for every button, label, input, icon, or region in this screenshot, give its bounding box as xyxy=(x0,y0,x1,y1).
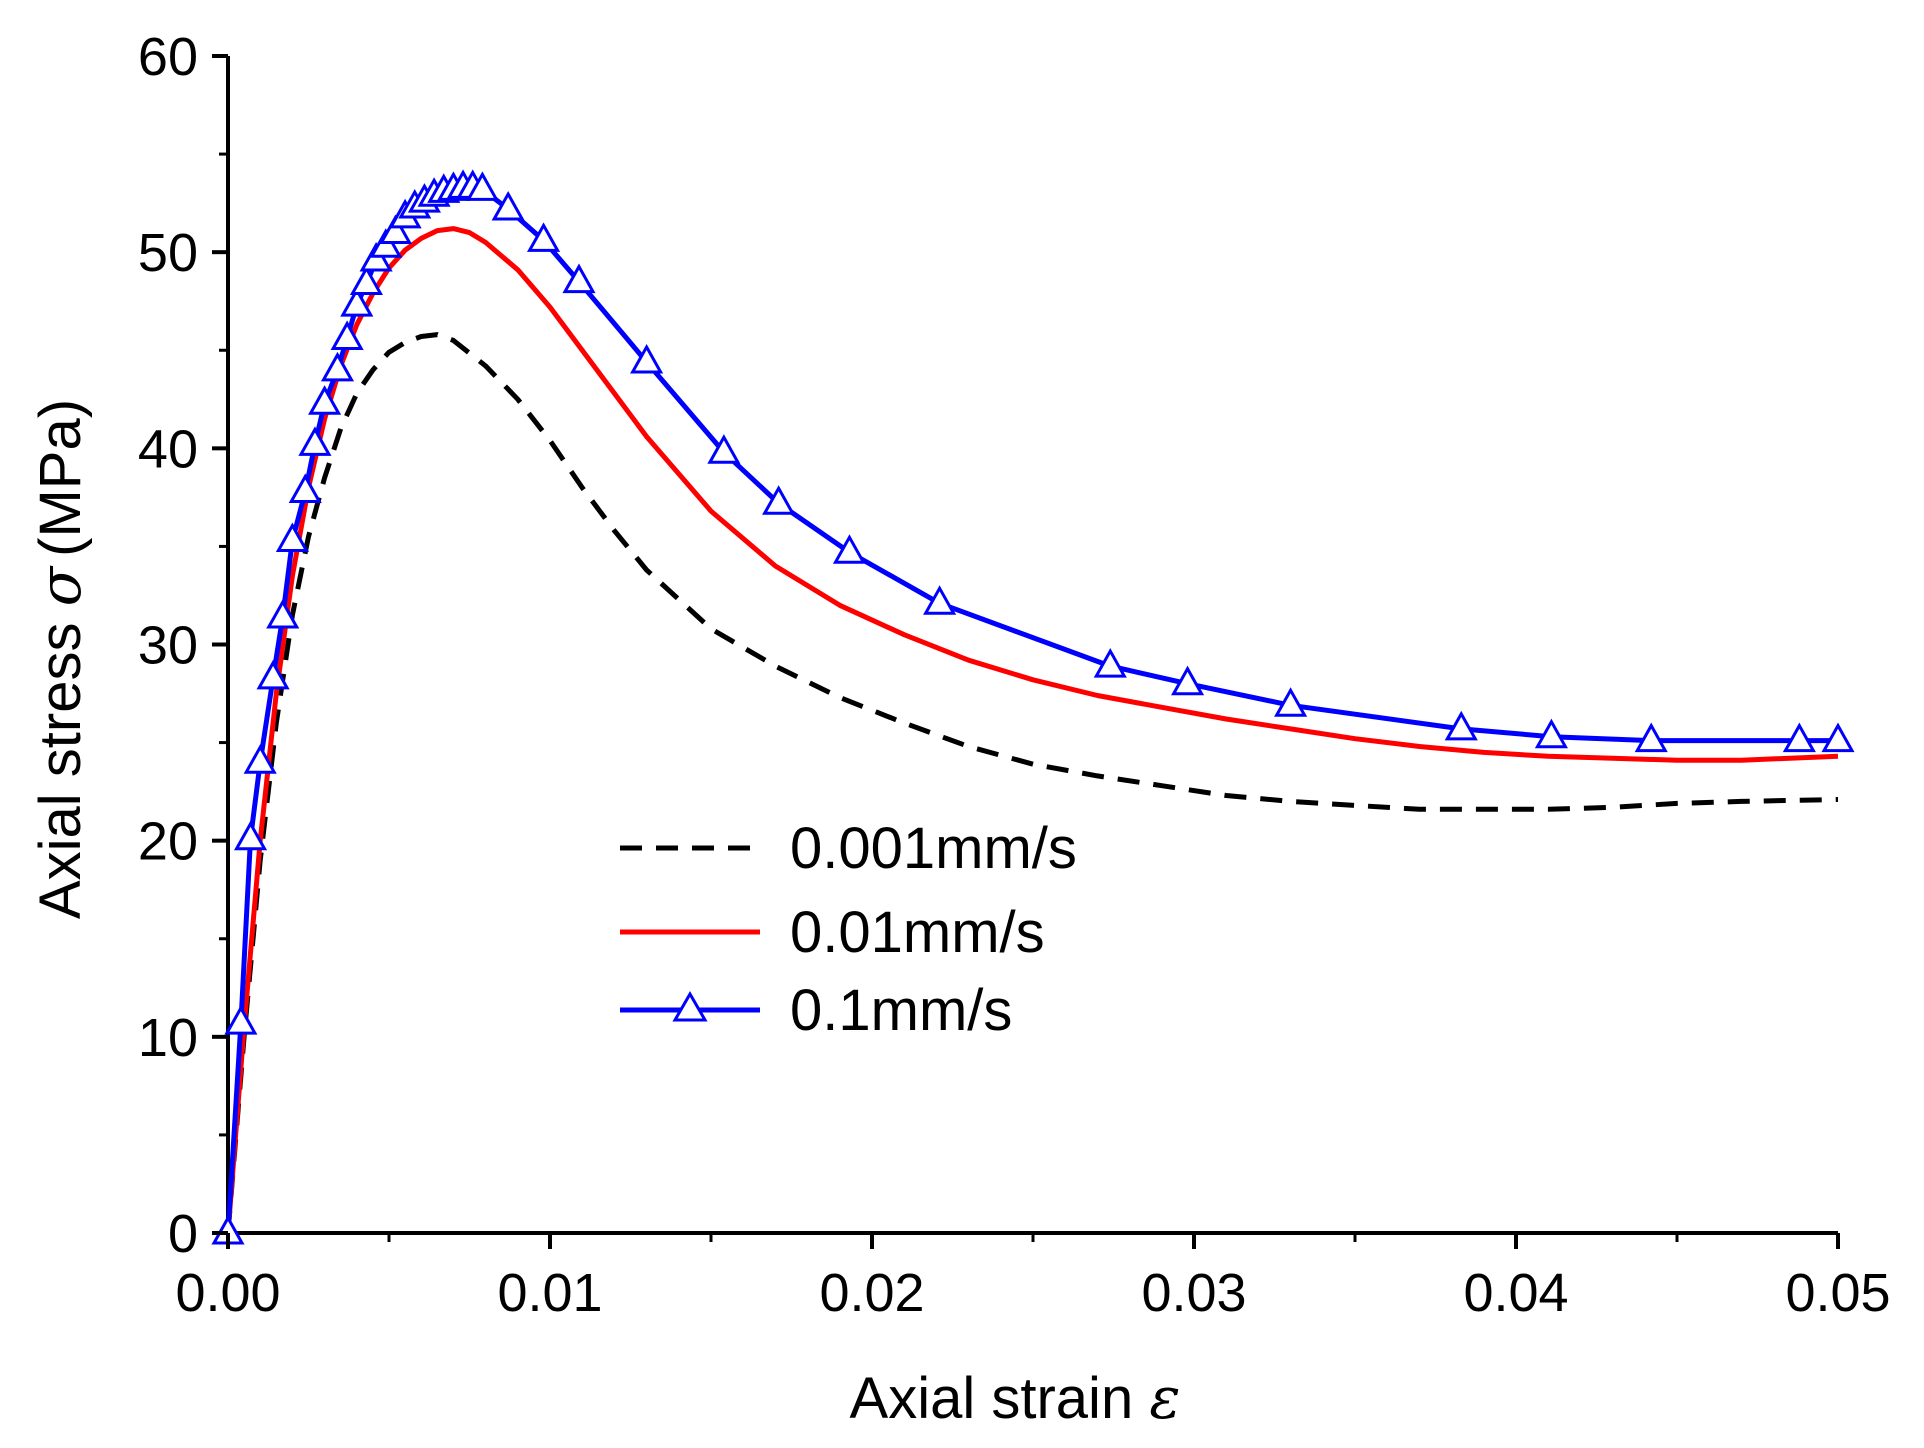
series-2-point xyxy=(256,659,290,690)
x-axis-title: Axial strain ε xyxy=(850,1364,1181,1432)
legend-label-1: 0.01mm/s xyxy=(790,900,1045,965)
y-tick-label: 30 xyxy=(138,616,198,676)
legend: 0.001mm/s 0.01mm/s 0.1mm/s xyxy=(620,816,1077,1043)
series-line-0 xyxy=(225,332,1839,1234)
y-tick-label: 60 xyxy=(138,27,198,87)
series-2-point xyxy=(562,263,596,294)
series-2-point xyxy=(1274,687,1308,717)
series-2-point xyxy=(832,534,867,564)
x-tick-label: 0.04 xyxy=(1463,1263,1568,1323)
series-2-point xyxy=(630,343,664,374)
x-axis-label: Axial strain xyxy=(850,1366,1134,1431)
series-2-point xyxy=(224,1005,258,1035)
y-axis-label-suffix: (MPa) xyxy=(28,399,93,557)
series-2-point xyxy=(1534,718,1568,749)
series-2-point xyxy=(707,434,741,464)
series-2-point xyxy=(266,598,300,629)
series-2-point xyxy=(233,820,268,851)
y-tick-label: 0 xyxy=(168,1204,198,1264)
y-axis-label-prefix: Axial stress xyxy=(28,623,93,920)
x-tick-label: 0.01 xyxy=(497,1263,602,1323)
series-2-point xyxy=(465,171,499,201)
x-tick-label: 0.00 xyxy=(175,1263,280,1323)
legend-label-2: 0.1mm/s xyxy=(790,978,1012,1043)
legend-label-0: 0.001mm/s xyxy=(790,816,1077,881)
series-2-point xyxy=(491,190,525,221)
series-2-point xyxy=(298,426,332,456)
series-2-point xyxy=(762,485,796,515)
y-axis-symbol: σ xyxy=(26,565,94,606)
y-tick-label: 20 xyxy=(138,812,198,872)
series-2-point xyxy=(330,320,364,350)
series-2-point xyxy=(243,744,277,774)
series-2-point xyxy=(1444,710,1478,741)
series-2-point xyxy=(340,287,374,317)
series-2-point xyxy=(1634,722,1668,753)
y-axis-title: Axial stress σ (MPa) xyxy=(26,399,94,919)
x-tick-label: 0.03 xyxy=(1141,1263,1246,1323)
series-2-point xyxy=(308,385,342,415)
series-2-point xyxy=(275,522,309,553)
y-tick-label: 10 xyxy=(138,1008,198,1068)
series-line-1 xyxy=(225,226,1839,1234)
y-tick-label: 50 xyxy=(138,223,198,283)
series-2-point xyxy=(378,214,412,245)
x-axis-symbol: ε xyxy=(1149,1364,1180,1432)
series-2-point xyxy=(527,222,561,252)
series-line-2 xyxy=(225,184,1838,1234)
x-tick-label: 0.02 xyxy=(819,1263,924,1323)
series-2-point xyxy=(288,473,322,503)
ticks: 0.00 0.01 0.02 0.03 0.04 0.05 0 10 20 30 40 50 60 xyxy=(138,27,1891,1323)
series-2-point xyxy=(320,351,355,382)
series-2-point xyxy=(1171,665,1205,696)
legend-marker-2 xyxy=(672,990,708,1022)
plot-area xyxy=(211,169,1855,1245)
y-tick-label: 40 xyxy=(138,419,198,479)
x-tick-label: 0.05 xyxy=(1785,1263,1890,1323)
series-2-point xyxy=(1782,722,1816,753)
series-2-point xyxy=(1821,722,1855,753)
series-2-point xyxy=(1093,648,1127,678)
series-2-point xyxy=(349,265,384,296)
series-2-point xyxy=(923,585,957,615)
